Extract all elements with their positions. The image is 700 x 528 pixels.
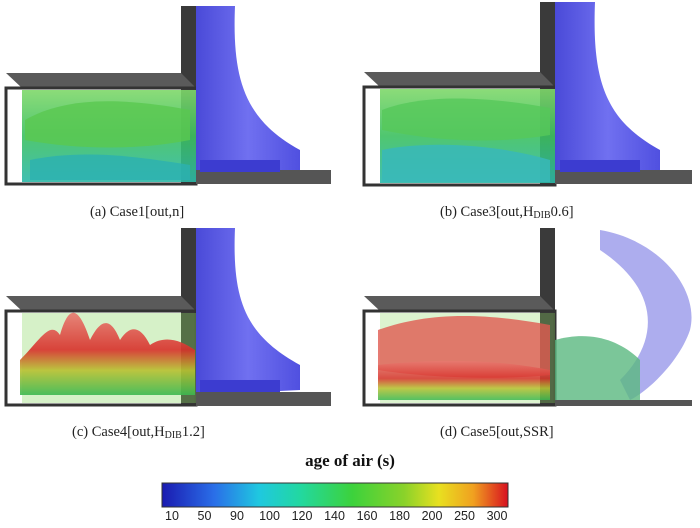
color-scale-bar bbox=[161, 482, 509, 508]
legend-ticks: 10 50 90 100 120 140 160 180 200 250 300 bbox=[0, 509, 700, 527]
legend-tick-label: 120 bbox=[291, 509, 313, 523]
panel-a-render bbox=[4, 6, 331, 186]
legend-tick-label: 100 bbox=[259, 509, 280, 523]
panel-b-render bbox=[362, 2, 692, 187]
legend-tick-label: 160 bbox=[356, 509, 378, 523]
legend-tick-label: 250 bbox=[454, 509, 475, 523]
caption-panel-c: (c) Case4[out,HDIB1.2] bbox=[72, 424, 205, 441]
legend-tick-label: 180 bbox=[389, 509, 410, 523]
legend-tick-label: 300 bbox=[486, 509, 508, 523]
panel-c-render bbox=[4, 228, 331, 407]
legend-title: age of air (s) bbox=[305, 451, 395, 470]
panel-d-render bbox=[362, 228, 692, 407]
caption-panel-a: (a) Case1[out,n] bbox=[90, 204, 185, 220]
legend-tick-label: 10 bbox=[165, 509, 179, 523]
caption-panel-b: (b) Case3[out,HDIB0.6] bbox=[440, 204, 574, 221]
legend-tick-label: 50 bbox=[197, 509, 212, 523]
legend-tick-label: 90 bbox=[230, 509, 244, 523]
caption-panel-d: (d) Case5[out,SSR] bbox=[440, 424, 554, 440]
legend-tick-label: 200 bbox=[421, 509, 443, 523]
legend-tick-label: 140 bbox=[324, 509, 345, 523]
